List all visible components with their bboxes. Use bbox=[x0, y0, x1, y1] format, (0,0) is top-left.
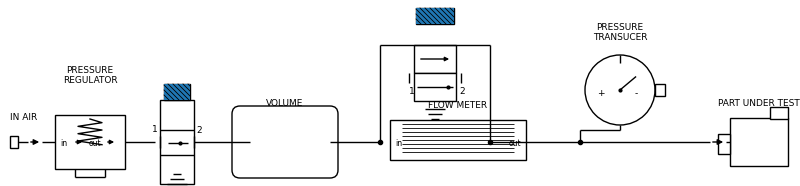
Text: in: in bbox=[395, 139, 402, 147]
Text: PART UNDER TEST: PART UNDER TEST bbox=[718, 99, 800, 108]
Text: PRESSURE
REGULATOR: PRESSURE REGULATOR bbox=[62, 66, 118, 85]
Bar bbox=[730, 118, 788, 166]
Text: 2: 2 bbox=[196, 126, 202, 135]
Bar bbox=[55, 115, 125, 169]
Text: VOLUME: VOLUME bbox=[266, 99, 304, 108]
FancyBboxPatch shape bbox=[232, 106, 338, 178]
Bar bbox=[160, 100, 194, 184]
Text: -: - bbox=[634, 89, 638, 99]
Text: 2: 2 bbox=[459, 87, 465, 96]
Text: IN AIR: IN AIR bbox=[10, 113, 38, 122]
Text: FLOW METER: FLOW METER bbox=[429, 101, 487, 110]
Bar bbox=[416, 8, 454, 24]
Bar bbox=[10, 136, 18, 148]
Bar bbox=[164, 84, 190, 100]
Text: out: out bbox=[508, 139, 521, 147]
Bar bbox=[718, 134, 730, 154]
Bar bbox=[655, 84, 665, 96]
Bar bbox=[416, 8, 454, 24]
Text: PRESSURE
TRANSUCER: PRESSURE TRANSUCER bbox=[593, 23, 647, 42]
Bar bbox=[164, 84, 190, 100]
Bar bbox=[414, 73, 456, 101]
Text: +: + bbox=[597, 89, 605, 99]
Text: 1: 1 bbox=[152, 125, 158, 134]
Bar bbox=[390, 120, 526, 160]
Bar bbox=[770, 107, 788, 119]
Circle shape bbox=[585, 55, 655, 125]
Text: in: in bbox=[60, 140, 67, 148]
Bar bbox=[414, 45, 456, 73]
Text: out: out bbox=[89, 140, 102, 148]
Text: 1: 1 bbox=[409, 87, 415, 96]
